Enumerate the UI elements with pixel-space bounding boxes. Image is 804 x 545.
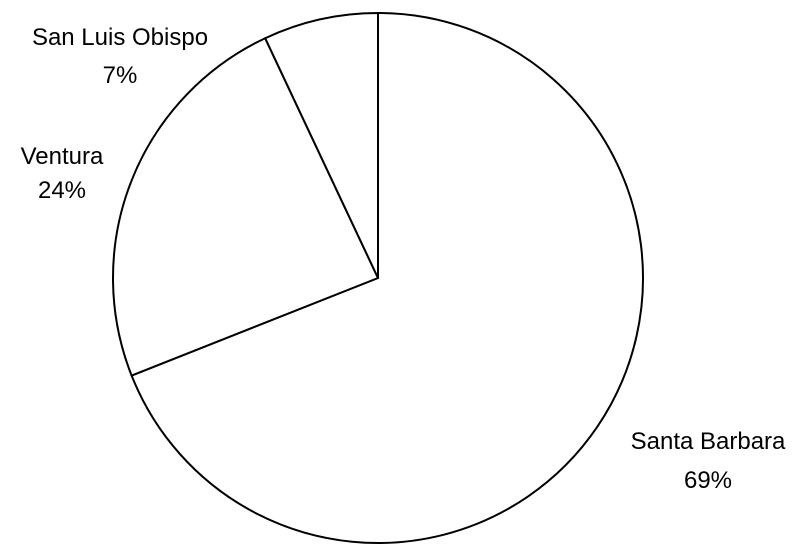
slice-label-santa-barbara: Santa Barbara [631,428,786,455]
pie-slice-santa-barbara [130,11,644,544]
slice-value-santa-barbara: 69% [684,467,732,494]
slice-label-san-luis-obispo: San Luis Obispo [32,24,208,51]
slice-label-ventura: Ventura [21,143,104,170]
pie-slices [112,11,644,544]
pie-slice-ventura [112,36,380,377]
slice-value-san-luis-obispo: 7% [103,62,138,89]
pie-slice-san-luis-obispo [263,11,379,279]
slice-value-ventura: 24% [38,177,86,204]
pie-labels: Santa Barbara 69% Ventura 24% San Luis Obisp… [21,24,786,494]
